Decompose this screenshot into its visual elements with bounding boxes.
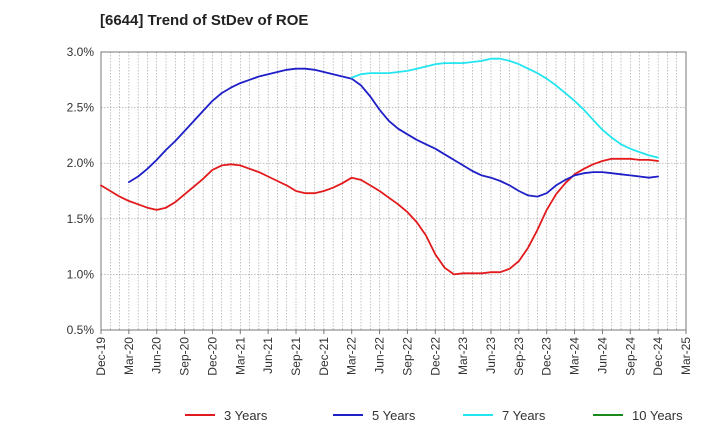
x-tick-label: Dec-24 [651,337,665,376]
chart-title: [6644] Trend of StDev of ROE [100,12,309,29]
x-tick-label: Sep-23 [512,337,526,376]
x-tick-label: Dec-20 [205,337,219,376]
x-tick-label: Jun-20 [150,337,164,374]
x-tick-label: Mar-21 [233,337,247,375]
series-line-3-years [100,157,659,276]
x-tick-label: Jun-23 [484,337,498,374]
y-tick-label: 1.5% [67,212,95,226]
axes: 0.5% 1.0% 1.5% 2.0% 2.5% 3.0% Dec-19 Mar-20 Jun-… [67,45,693,376]
x-tick-label: Sep-20 [178,337,192,376]
y-tick-label: 0.5% [67,323,95,337]
legend-label: 3 Years [224,408,268,423]
x-tick-label: Jun-22 [373,337,387,374]
x-tick-label: Mar-22 [345,337,359,375]
y-tick-label: 3.0% [67,45,95,59]
x-tick-label: Mar-20 [122,337,136,375]
x-tick-label: Dec-19 [94,337,108,376]
x-tick-label: Dec-23 [540,337,554,376]
x-tick-label: Sep-21 [289,337,303,376]
series-lines [100,57,659,276]
legend-label: 7 Years [502,408,546,423]
x-tick-label: Sep-24 [623,337,637,376]
x-tick-label: Dec-21 [317,337,331,376]
series-line-7-years [350,57,659,159]
legend-label: 5 Years [372,408,416,423]
x-tick-label: Dec-22 [428,337,442,376]
y-tick-label: 2.5% [67,101,95,115]
x-tick-label: Jun-21 [261,337,275,374]
grid [100,51,687,331]
y-tick-label: 1.0% [67,267,95,281]
plot-frame [100,51,687,331]
y-tick-label: 2.0% [67,156,95,170]
x-tick-label: Jun-24 [595,337,609,374]
legend: 3 Years 5 Years 7 Years 10 Years [185,408,683,423]
x-tick-label: Sep-22 [400,337,414,376]
legend-label: 10 Years [632,408,683,423]
x-tick-label: Mar-23 [456,337,470,375]
series-line-5-years [128,67,659,198]
x-tick-label: Mar-25 [679,337,693,375]
x-tick-label: Mar-24 [568,337,582,375]
